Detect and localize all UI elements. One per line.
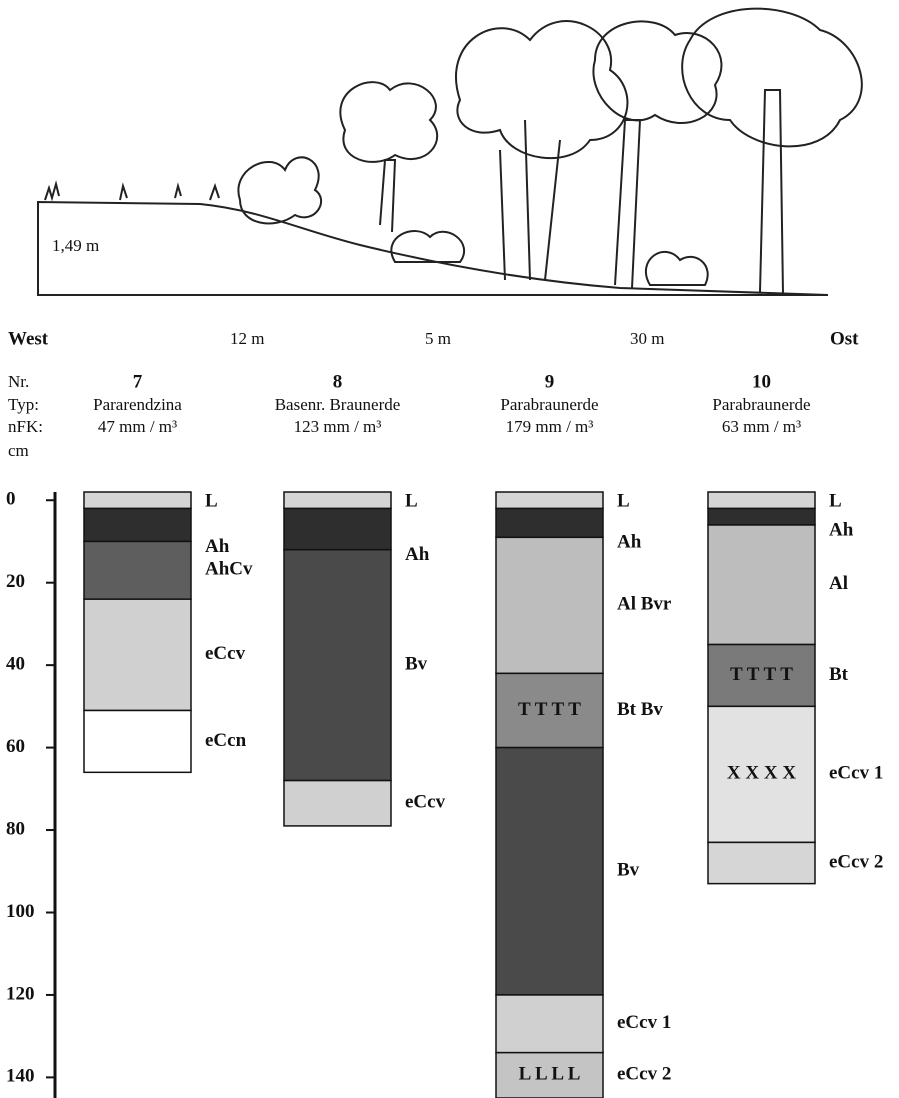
tick-label: 80 [6, 818, 25, 839]
horizon-label: Bt [829, 664, 849, 685]
horizon-symbol: T T T T [518, 699, 581, 720]
tree [682, 9, 862, 294]
profile-type: Pararendzina [93, 395, 182, 414]
horizon-symbol: T T T T [730, 664, 793, 685]
profile-nr: 9 [545, 371, 555, 392]
horizon [496, 748, 603, 995]
tree [593, 21, 721, 288]
profile-nfk: 123 mm / m³ [294, 417, 382, 436]
row-label: nFK: [8, 417, 43, 436]
horizon [284, 508, 391, 549]
row-label: Typ: [8, 395, 39, 414]
height-label: 1,49 m [52, 236, 99, 255]
west-label: West [8, 328, 49, 349]
distance: 30 m [630, 329, 664, 348]
horizon [284, 492, 391, 508]
shrub [646, 252, 708, 285]
landscape [38, 9, 862, 295]
horizon-label: Al Bvr [617, 594, 672, 615]
profile-nfk: 179 mm / m³ [506, 417, 594, 436]
horizon-label: Ah [205, 536, 230, 557]
horizon-label: eCcv 2 [617, 1064, 671, 1085]
grass [45, 184, 219, 200]
tick-label: 140 [6, 1066, 35, 1087]
tick-label: 40 [6, 654, 25, 675]
horizon-label: Ah [829, 519, 854, 540]
horizon-label: eCcn [205, 730, 247, 751]
profile-nr: 10 [752, 371, 771, 392]
row-label: cm [8, 441, 29, 460]
shrub [391, 231, 464, 262]
profile-type: Basenr. Braunerde [275, 395, 401, 414]
horizon-symbol: X X X X [727, 763, 796, 784]
horizon-label: Ah [405, 544, 430, 565]
horizon-label: eCcv [405, 792, 446, 813]
profile-type: Parabraunerde [712, 395, 810, 414]
horizon [496, 995, 603, 1053]
distance: 12 m [230, 329, 264, 348]
profile-nfk: 63 mm / m³ [722, 417, 801, 436]
horizon [84, 541, 191, 599]
horizon-label: L [617, 490, 630, 511]
horizon [84, 508, 191, 541]
horizon [496, 537, 603, 673]
tick-label: 120 [6, 983, 35, 1004]
horizon-label: eCcv 1 [617, 1012, 671, 1033]
profile-nr: 7 [133, 371, 143, 392]
profile-nfk: 47 mm / m³ [98, 417, 177, 436]
horizon [708, 842, 815, 883]
tree [340, 82, 437, 232]
horizon-label: Al [829, 573, 848, 594]
horizon [496, 508, 603, 537]
row-label: Nr. [8, 372, 29, 391]
tree [456, 21, 627, 280]
horizon [284, 550, 391, 781]
horizon-label: Bv [405, 654, 428, 675]
horizon [84, 492, 191, 508]
horizon-label: L [405, 490, 418, 511]
horizon [84, 710, 191, 772]
distance: 5 m [425, 329, 451, 348]
horizon [496, 492, 603, 508]
tick-label: 0 [6, 489, 16, 510]
horizon-label: AhCv [205, 559, 253, 580]
horizon-label: eCcv 1 [829, 763, 883, 784]
profile-type: Parabraunerde [500, 395, 598, 414]
horizon-label: eCcv [205, 643, 246, 664]
horizon [284, 781, 391, 826]
tick-label: 20 [6, 571, 25, 592]
horizon-label: L [205, 490, 218, 511]
horizon [708, 508, 815, 524]
horizon [84, 599, 191, 710]
horizon-label: Bt Bv [617, 699, 663, 720]
horizon [708, 525, 815, 645]
profile-nr: 8 [333, 371, 343, 392]
horizon [708, 492, 815, 508]
tick-label: 60 [6, 736, 25, 757]
tick-label: 100 [6, 901, 35, 922]
soil-diagram: 1,49 m West Ost 12 m 5 m 30 m Nr. Typ: n… [0, 0, 899, 1098]
horizon-label: eCcv 2 [829, 851, 883, 872]
horizon-label: Bv [617, 860, 640, 881]
horizon-label: L [829, 490, 842, 511]
horizon-symbol: L L L L [519, 1064, 581, 1085]
horizon-label: Ah [617, 532, 642, 553]
hill [38, 202, 828, 295]
east-label: Ost [830, 328, 859, 349]
